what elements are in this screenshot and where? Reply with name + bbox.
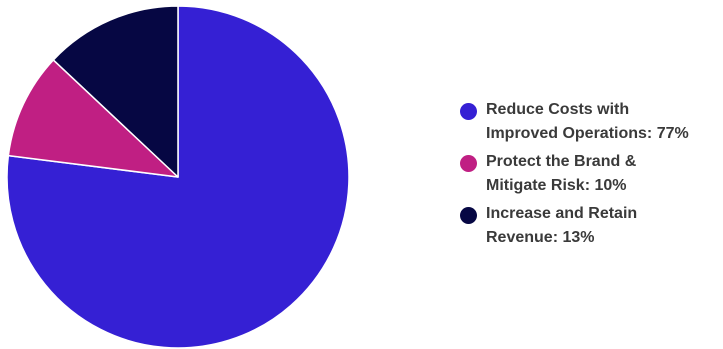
legend-item-protect-brand: Protect the Brand & Mitigate Risk: 10% (460, 154, 723, 198)
legend-label-increase-revenue: Increase and Retain Revenue: 13% (486, 202, 723, 250)
pie-chart (0, 0, 360, 349)
legend-label-reduce-costs: Reduce Costs with Improved Operations: 7… (486, 98, 723, 146)
legend-label-protect-brand: Protect the Brand & Mitigate Risk: 10% (486, 150, 723, 198)
legend-swatch-increase-revenue (460, 207, 477, 224)
chart-legend: Reduce Costs with Improved Operations: 7… (460, 102, 723, 258)
legend-item-reduce-costs: Reduce Costs with Improved Operations: 7… (460, 102, 723, 146)
legend-swatch-protect-brand (460, 155, 477, 172)
legend-swatch-reduce-costs (460, 103, 477, 120)
legend-item-increase-revenue: Increase and Retain Revenue: 13% (460, 206, 723, 250)
